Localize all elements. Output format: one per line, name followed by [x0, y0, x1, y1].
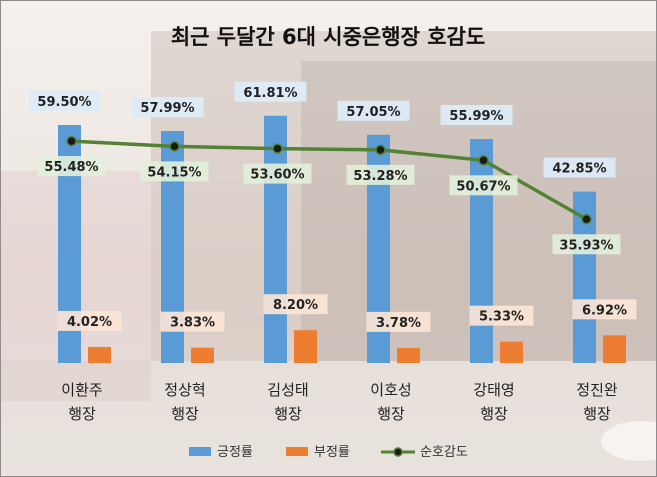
- label-negative-3: 8.20%: [273, 298, 318, 313]
- label-bg-positive-6: [543, 157, 616, 178]
- label-bg-positive-1: [28, 91, 101, 111]
- bar-negative-1: [88, 346, 111, 363]
- chart-title: 최근 두달간 6대 시중은행장 호감도: [171, 25, 485, 49]
- category-label-1-line2: 행장: [68, 405, 96, 423]
- line-point-4: [375, 144, 386, 156]
- category-label-3-line2: 행장: [274, 405, 302, 423]
- label-net-4: 53.28%: [353, 169, 407, 184]
- label-net-2: 54.15%: [147, 165, 201, 180]
- label-net-6: 35.93%: [559, 238, 613, 253]
- label-bg-negative-5: [469, 305, 534, 326]
- bar-positive-1: [58, 125, 81, 363]
- label-bg-negative-4: [366, 311, 431, 332]
- legend-label-negative: 부정률: [314, 445, 350, 460]
- label-net-1: 55.48%: [44, 160, 98, 175]
- label-negative-4: 3.78%: [376, 316, 421, 331]
- label-negative-2: 3.83%: [170, 316, 215, 331]
- label-bg-positive-3: [234, 81, 307, 102]
- label-net-3: 53.60%: [250, 168, 304, 183]
- line-point-3: [272, 143, 283, 154]
- label-positive-1: 59.50%: [37, 95, 91, 110]
- label-positive-4: 57.05%: [346, 105, 400, 120]
- bar-negative-2: [191, 347, 214, 363]
- label-bg-negative-1: [57, 310, 122, 331]
- bar-positive-5: [470, 139, 493, 363]
- label-bg-negative-2: [160, 311, 225, 332]
- category-label-6-line1: 정진완: [576, 381, 618, 399]
- legend-label-net: 순호감도: [420, 445, 468, 460]
- category-label-5-line1: 강태영: [473, 381, 514, 399]
- line-point-2: [169, 141, 180, 152]
- label-bg-negative-3: [263, 294, 328, 315]
- label-positive-2: 57.99%: [140, 101, 194, 116]
- category-label-5-line2: 행장: [480, 405, 508, 423]
- label-net-5: 50.67%: [456, 179, 510, 194]
- legend-marker-net: [393, 447, 403, 457]
- bar-positive-4: [367, 134, 390, 363]
- category-label-4-line1: 이호성: [370, 381, 411, 399]
- category-label-4-line2: 행장: [377, 405, 405, 423]
- line-point-5: [478, 155, 489, 166]
- bar-negative-3: [294, 330, 317, 363]
- bar-negative-5: [500, 341, 523, 363]
- label-positive-3: 61.81%: [243, 86, 297, 101]
- line-point-1: [66, 135, 77, 147]
- label-positive-5: 55.99%: [449, 109, 503, 124]
- label-bg-net-2: [140, 161, 209, 182]
- label-bg-positive-4: [337, 100, 410, 121]
- bar-negative-6: [603, 335, 626, 363]
- line-point-6: [581, 214, 592, 225]
- category-label-6-line2: 행장: [583, 405, 611, 423]
- legend-label-positive: 긍정률: [217, 445, 253, 460]
- label-negative-6: 6.92%: [582, 303, 627, 318]
- bar-negative-4: [397, 347, 420, 363]
- label-bg-net-4: [346, 164, 415, 185]
- category-label-3-line1: 김성태: [267, 381, 308, 399]
- label-negative-1: 4.02%: [67, 315, 112, 330]
- category-label-2-line1: 정상혁: [164, 381, 205, 399]
- label-bg-negative-6: [572, 299, 637, 320]
- label-bg-positive-2: [131, 97, 204, 118]
- category-label-1-line1: 이환주: [61, 381, 102, 399]
- line-net-favorability: [71, 139, 588, 221]
- label-bg-net-5: [449, 175, 518, 196]
- legend-swatch-negative: [286, 447, 308, 456]
- label-bg-positive-5: [440, 105, 513, 126]
- label-bg-net-3: [243, 163, 312, 184]
- bar-positive-2: [161, 131, 184, 363]
- label-negative-5: 5.33%: [479, 310, 524, 325]
- label-bg-net-1: [37, 156, 106, 177]
- label-positive-6: 42.85%: [552, 162, 606, 177]
- legend-swatch-positive: [189, 447, 211, 456]
- category-label-2-line2: 행장: [171, 405, 199, 423]
- label-bg-net-6: [552, 234, 621, 255]
